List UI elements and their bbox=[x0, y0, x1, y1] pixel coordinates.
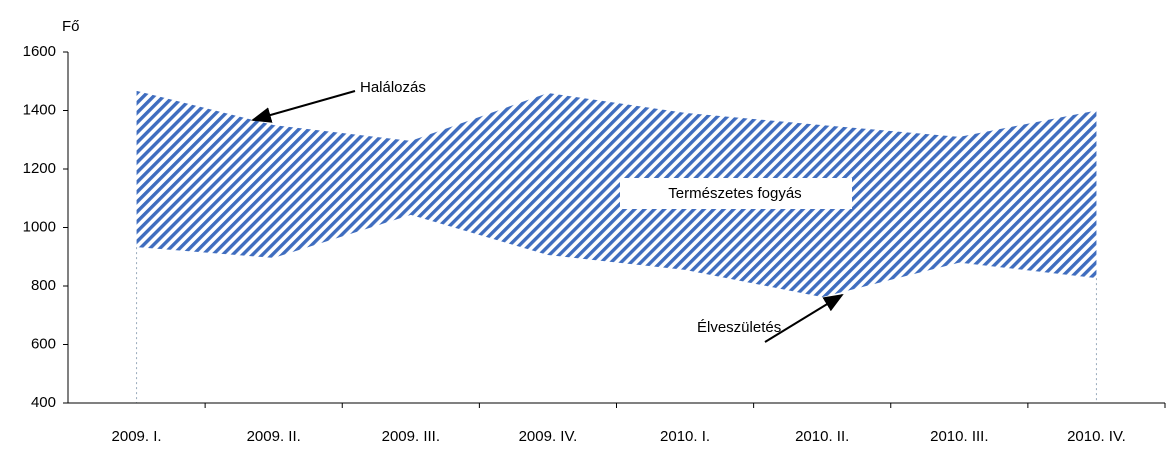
arrow bbox=[764, 293, 844, 343]
x-tick-label: 2009. III. bbox=[382, 428, 440, 445]
x-tick-label: 2010. IV. bbox=[1067, 428, 1126, 445]
x-tick-label: 2010. I. bbox=[660, 428, 710, 445]
x-tick-label: 2010. III. bbox=[930, 428, 988, 445]
y-tick-label: 1200 bbox=[23, 160, 56, 177]
y-axis-label: Fő bbox=[62, 18, 80, 35]
plot bbox=[136, 90, 1097, 403]
label-box bbox=[620, 178, 852, 209]
y-tick-label: 800 bbox=[31, 277, 56, 294]
x-tick-label: 2009. II. bbox=[247, 428, 301, 445]
y-tick-label: 1000 bbox=[23, 218, 56, 235]
series-label: Halálozás bbox=[360, 79, 426, 96]
x-tick-label: 2009. I. bbox=[112, 428, 162, 445]
x-tick-label: 2009. IV. bbox=[519, 428, 578, 445]
series-label: Élveszületés bbox=[697, 319, 781, 336]
y-tick-label: 1400 bbox=[23, 101, 56, 118]
x-tick-label: 2010. II. bbox=[795, 428, 849, 445]
band-label: Természetes fogyás bbox=[668, 185, 801, 202]
y-tick-label: 600 bbox=[31, 335, 56, 352]
y-tick-label: 400 bbox=[31, 394, 56, 411]
arrow bbox=[251, 90, 356, 123]
y-tick-label: 1600 bbox=[23, 43, 56, 60]
band-area bbox=[136, 90, 1097, 298]
